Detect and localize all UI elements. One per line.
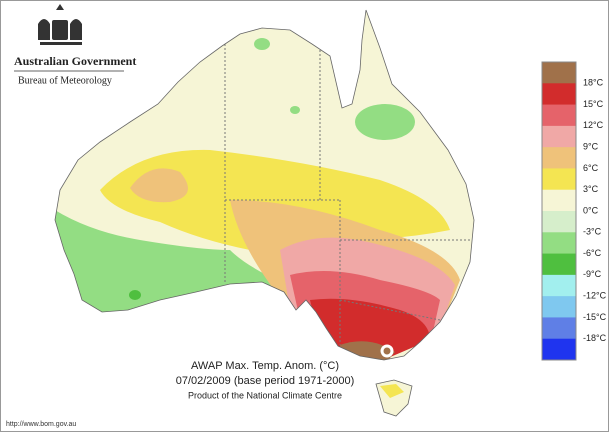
legend-swatch [542, 211, 576, 233]
org-title: Australian Government [14, 54, 136, 68]
map-credit: Product of the National Climate Centre [188, 390, 342, 400]
map-title: AWAP Max. Temp. Anom. (°C) [191, 360, 339, 372]
org-subtitle: Bureau of Meteorology [18, 75, 112, 86]
legend-label: -6°C [583, 248, 602, 258]
legend-label: 15°C [583, 99, 604, 109]
legend-label: 12°C [583, 120, 604, 130]
legend-label: 18°C [583, 78, 604, 88]
legend-label: 3°C [583, 184, 599, 194]
location-marker [380, 344, 394, 358]
map-date: 07/02/2009 (base period 1971-2000) [176, 375, 355, 387]
legend-label: -15°C [583, 312, 607, 322]
legend-label: -9°C [583, 269, 602, 279]
legend-swatch [542, 83, 576, 106]
coastline [54, 9, 475, 361]
legend-border [541, 61, 577, 361]
legend: 18°C 15°C 12°C 9°C 6°C 3°C 0°C -3°C -6°C -9°C -12°… [541, 61, 607, 361]
legend-label: -3°C [583, 227, 602, 237]
legend-label: 9°C [583, 142, 599, 152]
tasmania-anomaly [380, 384, 404, 398]
url: http://www.bom.gov.au [6, 421, 76, 428]
legend-label: 6°C [583, 163, 599, 173]
legend-swatch [542, 189, 576, 212]
legend-swatch [542, 232, 576, 255]
legend-swatch [542, 296, 576, 318]
legend-swatch [542, 62, 576, 84]
legend-swatch [542, 253, 576, 276]
legend-label: -18°C [583, 333, 607, 343]
legend-swatch [542, 168, 576, 191]
legend-swatch [542, 104, 576, 127]
legend-swatch [542, 125, 576, 148]
coat-of-arms [38, 4, 82, 45]
legend-swatch [542, 147, 576, 169]
legend-label: -12°C [583, 291, 607, 301]
legend-label: 0°C [583, 205, 599, 215]
legend-swatch [542, 274, 576, 297]
legend-swatch [542, 338, 576, 361]
legend-swatch [542, 317, 576, 340]
